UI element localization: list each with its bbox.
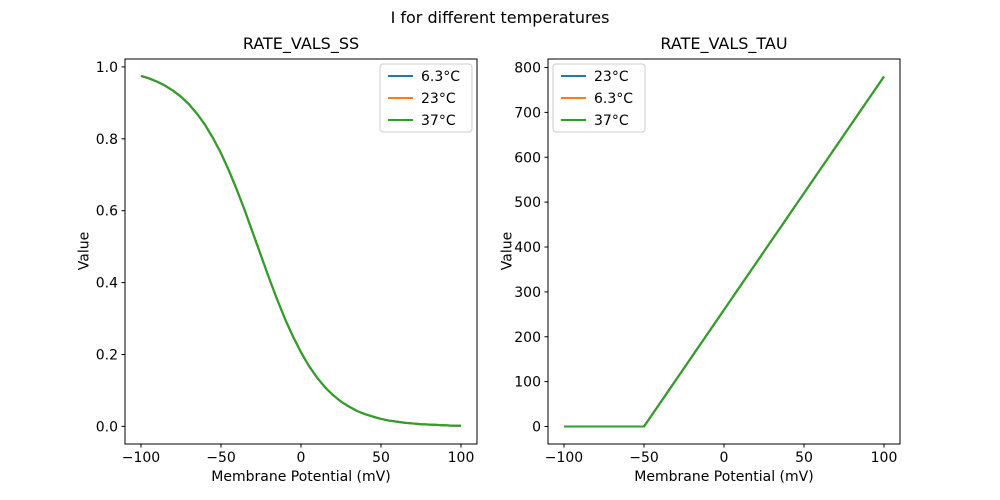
y-tick-label: 700	[514, 105, 541, 121]
y-tick-label: 0.2	[96, 347, 118, 363]
legend-label: 23°C	[421, 91, 456, 107]
x-tick-label: −50	[629, 450, 659, 466]
y-tick-label: 0	[532, 420, 541, 436]
y-tick-label: 1.0	[96, 60, 118, 76]
y-tick-label: 300	[514, 285, 541, 301]
legend-label: 37°C	[421, 113, 456, 129]
y-tick-label: 800	[514, 61, 541, 77]
x-tick-label: 100	[448, 450, 475, 466]
series-line-37°C	[564, 75, 885, 428]
y-tick-label: 100	[514, 375, 541, 391]
legend-tau: 23°C 6.3°C 37°C	[552, 63, 646, 133]
legend-label: 6.3°C	[594, 91, 633, 107]
y-tick-label: 0.0	[96, 419, 118, 435]
y-tick-label: 400	[514, 240, 541, 256]
x-tick-label: −50	[206, 450, 236, 466]
legend-label: 6.3°C	[421, 69, 460, 85]
legend-ss: 6.3°C 23°C 37°C	[379, 63, 473, 133]
subplot-ss-ylabel: Value	[76, 231, 93, 271]
y-tick-label: 600	[514, 150, 541, 166]
legend-box	[552, 63, 646, 133]
y-tick-label: 500	[514, 195, 541, 211]
subplot-tau-title: RATE_VALS_TAU	[660, 34, 788, 53]
x-tick-label: 50	[795, 450, 813, 466]
legend-label: 37°C	[594, 113, 629, 129]
y-tick-label: 0.6	[96, 204, 118, 220]
subplot-tau-xlabel: Membrane Potential (mV)	[634, 469, 814, 485]
x-tick-label: 0	[720, 450, 729, 466]
subplot-ss: −100 −50 0 50 100 0.0 0.2 0.4 0.6 0.8 1.0 6.3°C 23°C…	[96, 58, 478, 466]
legend-label: 23°C	[594, 69, 629, 85]
x-tick-label: −100	[122, 450, 160, 466]
x-tick-label: 0	[297, 450, 306, 466]
y-tick-label: 200	[514, 330, 541, 346]
figure-suptitle: I for different temperatures	[390, 8, 610, 27]
legend-box	[379, 63, 473, 133]
subplot-ss-title: RATE_VALS_SS	[242, 34, 360, 53]
subplot-tau-ylabel: Value	[499, 231, 516, 271]
y-tick-label: 0.4	[96, 276, 118, 292]
x-tick-label: −100	[545, 450, 583, 466]
y-tick-label: 0.8	[96, 132, 118, 148]
x-tick-label: 50	[372, 450, 390, 466]
subplot-tau: −100 −50 0 50 100 0 100 200 300 400 500 600 700 800 23…	[514, 58, 901, 466]
x-tick-label: 100	[871, 450, 898, 466]
series-line-37°C	[140, 74, 461, 427]
subplot-ss-xlabel: Membrane Potential (mV)	[211, 469, 391, 485]
